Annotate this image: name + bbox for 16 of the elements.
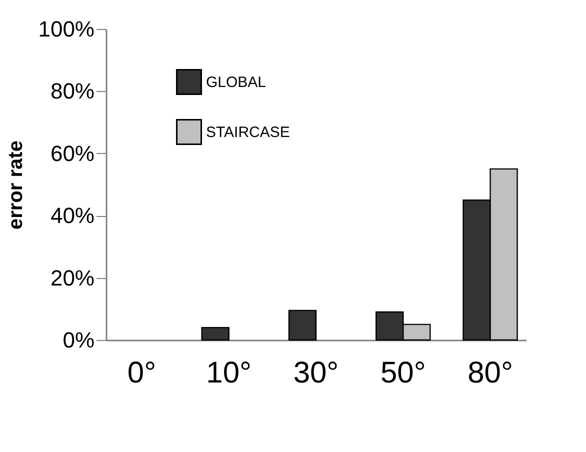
y-tick-label: 100% xyxy=(38,16,94,42)
y-tick-label: 0% xyxy=(62,328,94,352)
y-axis-title: error rate xyxy=(5,140,28,230)
legend-label: STAIRCASE xyxy=(206,124,290,141)
bar xyxy=(288,310,317,341)
x-tick-label: 0° xyxy=(127,356,156,390)
legend-label: GLOBAL xyxy=(206,74,266,91)
x-tick-label: 30° xyxy=(293,356,339,390)
y-tick-label: 40% xyxy=(50,203,94,228)
x-tick-label: 10° xyxy=(206,356,252,390)
y-tick-label: 80% xyxy=(50,78,94,104)
y-tick-label: 60% xyxy=(50,140,94,166)
x-tick-label: 80° xyxy=(468,356,513,390)
x-tick-label: 50° xyxy=(380,356,426,390)
y-tick-label: 20% xyxy=(50,265,94,290)
bar xyxy=(201,326,230,341)
